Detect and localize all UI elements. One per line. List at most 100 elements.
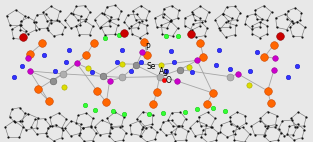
Point — [280, 120, 285, 122]
Point — [134, 13, 139, 15]
Point — [205, 141, 210, 142]
Point — [70, 12, 75, 15]
Point — [144, 24, 149, 27]
Point — [150, 114, 155, 116]
Point — [129, 133, 134, 135]
Point — [213, 64, 218, 66]
Point — [92, 126, 97, 128]
Point — [113, 33, 118, 36]
Point — [90, 25, 95, 27]
Point — [45, 29, 50, 31]
Point — [271, 44, 276, 46]
Point — [121, 139, 126, 141]
Point — [234, 125, 239, 127]
Point — [83, 5, 88, 7]
Point — [157, 76, 162, 78]
Point — [89, 125, 94, 127]
Point — [104, 6, 109, 8]
Point — [186, 130, 191, 132]
Point — [233, 133, 238, 135]
Point — [84, 54, 89, 57]
Point — [62, 19, 67, 21]
Point — [293, 7, 298, 9]
Point — [145, 54, 150, 56]
Point — [160, 112, 165, 114]
Point — [175, 125, 180, 127]
Point — [121, 116, 126, 118]
Point — [247, 133, 252, 135]
Point — [112, 140, 117, 142]
Point — [258, 21, 263, 23]
Point — [290, 20, 295, 22]
Point — [144, 127, 149, 129]
Point — [107, 132, 112, 134]
Point — [121, 32, 126, 35]
Point — [160, 33, 165, 36]
Point — [258, 25, 263, 28]
Point — [66, 49, 71, 52]
Point — [130, 33, 135, 35]
Point — [287, 26, 292, 28]
Point — [278, 131, 283, 134]
Point — [69, 12, 74, 14]
Point — [169, 119, 174, 122]
Point — [92, 18, 97, 21]
Point — [23, 129, 28, 131]
Point — [27, 70, 32, 72]
Point — [195, 120, 200, 122]
Point — [257, 36, 262, 39]
Point — [216, 131, 221, 134]
Point — [221, 12, 226, 15]
Point — [238, 12, 243, 14]
Point — [274, 26, 279, 29]
Point — [137, 36, 142, 39]
Point — [159, 63, 164, 66]
Point — [143, 19, 148, 21]
Point — [302, 129, 307, 131]
Point — [263, 125, 268, 128]
Point — [29, 126, 34, 128]
Point — [60, 73, 65, 75]
Point — [120, 49, 125, 51]
Point — [228, 123, 233, 126]
Point — [249, 125, 254, 127]
Point — [107, 25, 112, 27]
Point — [187, 66, 192, 68]
Text: Se: Se — [146, 61, 156, 71]
Point — [161, 8, 166, 10]
Point — [45, 27, 50, 29]
Point — [285, 76, 290, 78]
Point — [62, 127, 67, 129]
Point — [17, 136, 22, 139]
Point — [63, 61, 68, 64]
Point — [258, 117, 263, 119]
Point — [190, 23, 195, 25]
Point — [203, 19, 208, 22]
Point — [3, 126, 8, 128]
Point — [233, 24, 238, 27]
Point — [201, 129, 206, 131]
Point — [49, 19, 54, 22]
Point — [299, 35, 304, 38]
Point — [233, 5, 238, 8]
Text: P: P — [146, 43, 150, 52]
Point — [55, 19, 60, 21]
Point — [262, 56, 267, 58]
Point — [115, 61, 120, 64]
Point — [199, 21, 204, 24]
Point — [196, 116, 201, 118]
Point — [107, 80, 112, 82]
Point — [182, 25, 187, 27]
Point — [198, 25, 203, 27]
Point — [122, 21, 127, 23]
Point — [140, 128, 145, 130]
Point — [68, 135, 73, 137]
Point — [295, 123, 300, 125]
Point — [24, 30, 29, 32]
Point — [155, 131, 160, 133]
Point — [173, 140, 178, 142]
Point — [254, 18, 259, 20]
Point — [99, 26, 104, 28]
Point — [140, 51, 145, 53]
Point — [22, 15, 27, 17]
